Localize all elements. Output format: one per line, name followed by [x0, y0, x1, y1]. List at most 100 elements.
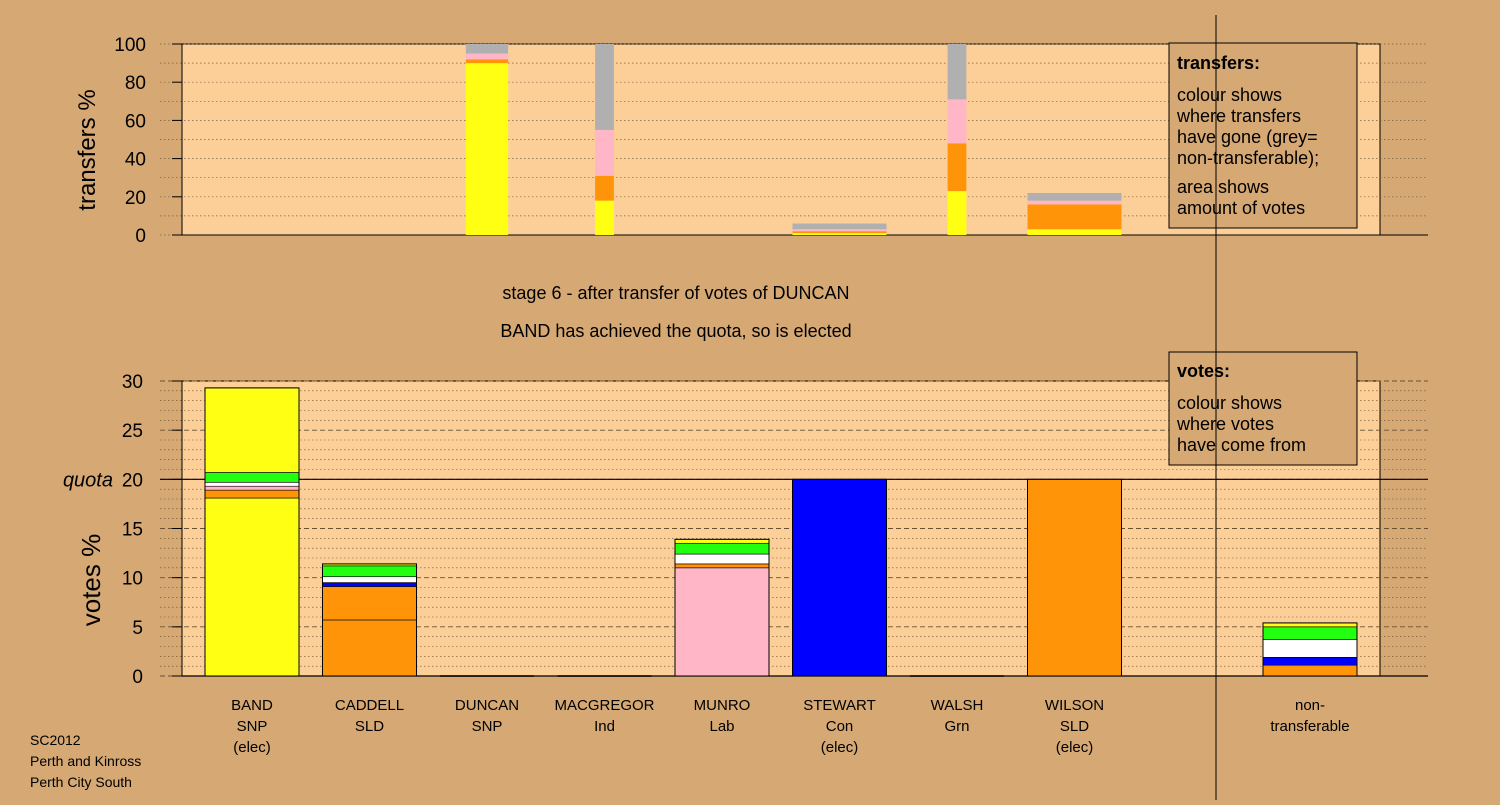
transfers-y-tick-label: 60 — [125, 111, 146, 132]
vote-bar-segment — [204, 481, 300, 487]
vote-bar-segment — [322, 586, 417, 621]
transfer-bar-segment — [465, 59, 509, 64]
vote-bar-segment — [674, 542, 770, 555]
candidate-label-party: SNP — [472, 718, 503, 735]
candidate-label-party: SNP — [237, 718, 268, 735]
vote-bar-segment — [204, 472, 300, 483]
transfer-bar-segment — [465, 63, 509, 235]
votes-y-tick-label: 15 — [122, 520, 143, 541]
votes-legend-line: colour shows — [1177, 393, 1282, 413]
vote-bar-segment — [1262, 657, 1358, 666]
vote-bar-segment — [792, 479, 887, 677]
transfers-y-tick-label: 40 — [125, 150, 146, 171]
transfer-bar-segment — [792, 229, 887, 232]
transfer-bar-segment — [1027, 200, 1122, 205]
vote-bar-segment — [1262, 626, 1358, 640]
transfers-y-tick-label: 100 — [114, 35, 146, 56]
candidate-label-party: Lab — [709, 718, 734, 735]
transfers-y-tick-label: 0 — [135, 226, 146, 247]
candidate-label-party: Ind — [594, 718, 615, 735]
quota-label: quota — [63, 469, 113, 491]
vote-bar-segment — [674, 563, 770, 569]
transfer-bar-segment — [947, 99, 967, 144]
candidate-label-name: WILSON — [1045, 697, 1104, 714]
transfer-bar-segment — [465, 44, 509, 54]
transfer-bar-segment — [1027, 204, 1122, 230]
candidate-label-status: (elec) — [821, 739, 859, 756]
transfers-legend-box — [1168, 42, 1358, 229]
votes-legend: votes: colour shows where votes have com… — [1168, 351, 1358, 466]
transfer-bar-segment — [792, 233, 887, 235]
vote-bar-outline — [674, 538, 770, 677]
votes-y-tick-label: 20 — [122, 470, 143, 491]
footer-line: SC2012 — [30, 732, 81, 748]
transfer-bar-segment — [1027, 229, 1122, 235]
candidate-label-name: MACGREGOR — [554, 697, 654, 714]
candidate-label-name: MUNRO — [694, 697, 751, 714]
transfers-y-tick-label: 80 — [125, 73, 146, 94]
transfers-y-tick-label: 20 — [125, 188, 146, 209]
vote-bar-segment — [1262, 639, 1358, 658]
transfer-bar-segment — [792, 223, 887, 230]
votes-y-tick-label: 0 — [132, 667, 143, 688]
transfers-legend-line: amount of votes — [1177, 198, 1305, 218]
transfer-bar-segment — [947, 44, 967, 100]
footer-line: Perth and Kinross — [30, 753, 141, 769]
votes-y-tick-label: 30 — [122, 372, 143, 393]
transfer-bar-segment — [595, 129, 614, 176]
transfers-y-axis-label: transfers % — [74, 89, 101, 210]
transfers-legend-line: have gone (grey= — [1177, 127, 1318, 147]
vote-bar-segment — [1262, 622, 1358, 628]
vote-bar-outline — [792, 478, 887, 677]
transfer-bar-segment — [465, 53, 509, 60]
non-transferable-label: transferable — [1270, 718, 1349, 735]
transfers-legend-line: where transfers — [1176, 106, 1301, 126]
vote-bar-segment — [1027, 479, 1122, 677]
candidate-label-name: BAND — [231, 697, 273, 714]
non-transferable-label: non- — [1295, 697, 1325, 714]
vote-bar-segment — [322, 576, 417, 583]
vote-bar-segment — [204, 485, 300, 491]
candidate-label-party: Con — [826, 718, 854, 735]
transfers-legend: transfers: colour shows where transfers … — [1168, 42, 1358, 229]
votes-legend-line: where votes — [1176, 414, 1274, 434]
vote-bar-segment — [204, 497, 300, 677]
candidate-label-party: Grn — [944, 718, 969, 735]
candidate-label-status: (elec) — [233, 739, 271, 756]
footer-line: Perth City South — [30, 774, 132, 790]
transfer-bar-segment — [595, 44, 614, 130]
vote-bar-segment — [322, 619, 417, 677]
votes-legend-line: have come from — [1177, 435, 1306, 455]
vote-bar-segment — [322, 565, 417, 577]
transfer-bar-segment — [595, 175, 614, 201]
footer: SC2012 Perth and Kinross Perth City Sout… — [30, 732, 141, 790]
transfer-bar-segment — [595, 200, 614, 235]
vote-bar-segment — [674, 553, 770, 565]
candidate-label-party: SLD — [355, 718, 384, 735]
transfers-legend-title: transfers: — [1177, 53, 1260, 73]
vote-bar-segment — [1262, 664, 1358, 677]
transfer-bar-segment — [947, 143, 967, 192]
vote-bar-segment — [204, 387, 300, 473]
vote-bar-segment — [322, 582, 417, 587]
candidate-label-party: SLD — [1060, 718, 1089, 735]
votes-y-axis-label: votes % — [76, 534, 106, 627]
vote-bar-segment — [204, 489, 300, 499]
transfer-bar-segment — [792, 231, 887, 234]
candidate-label-name: STEWART — [803, 697, 876, 714]
candidate-label-name: DUNCAN — [455, 697, 519, 714]
transfers-legend-line: non-transferable); — [1177, 148, 1319, 168]
vote-bar-segment — [674, 539, 770, 544]
votes-y-tick-label: 5 — [132, 618, 143, 639]
transfer-bar-segment — [1027, 192, 1122, 201]
votes-legend-title: votes: — [1177, 361, 1230, 381]
votes-y-tick-label: 25 — [122, 421, 143, 442]
vote-bar-segment — [674, 567, 770, 677]
transfers-legend-line: colour shows — [1177, 85, 1282, 105]
vote-bar-outline — [322, 563, 417, 677]
stage-title: stage 6 - after transfer of votes of DUN… — [502, 283, 849, 303]
vote-bar-outline — [1262, 622, 1358, 677]
vote-bar-outline — [1027, 478, 1122, 677]
